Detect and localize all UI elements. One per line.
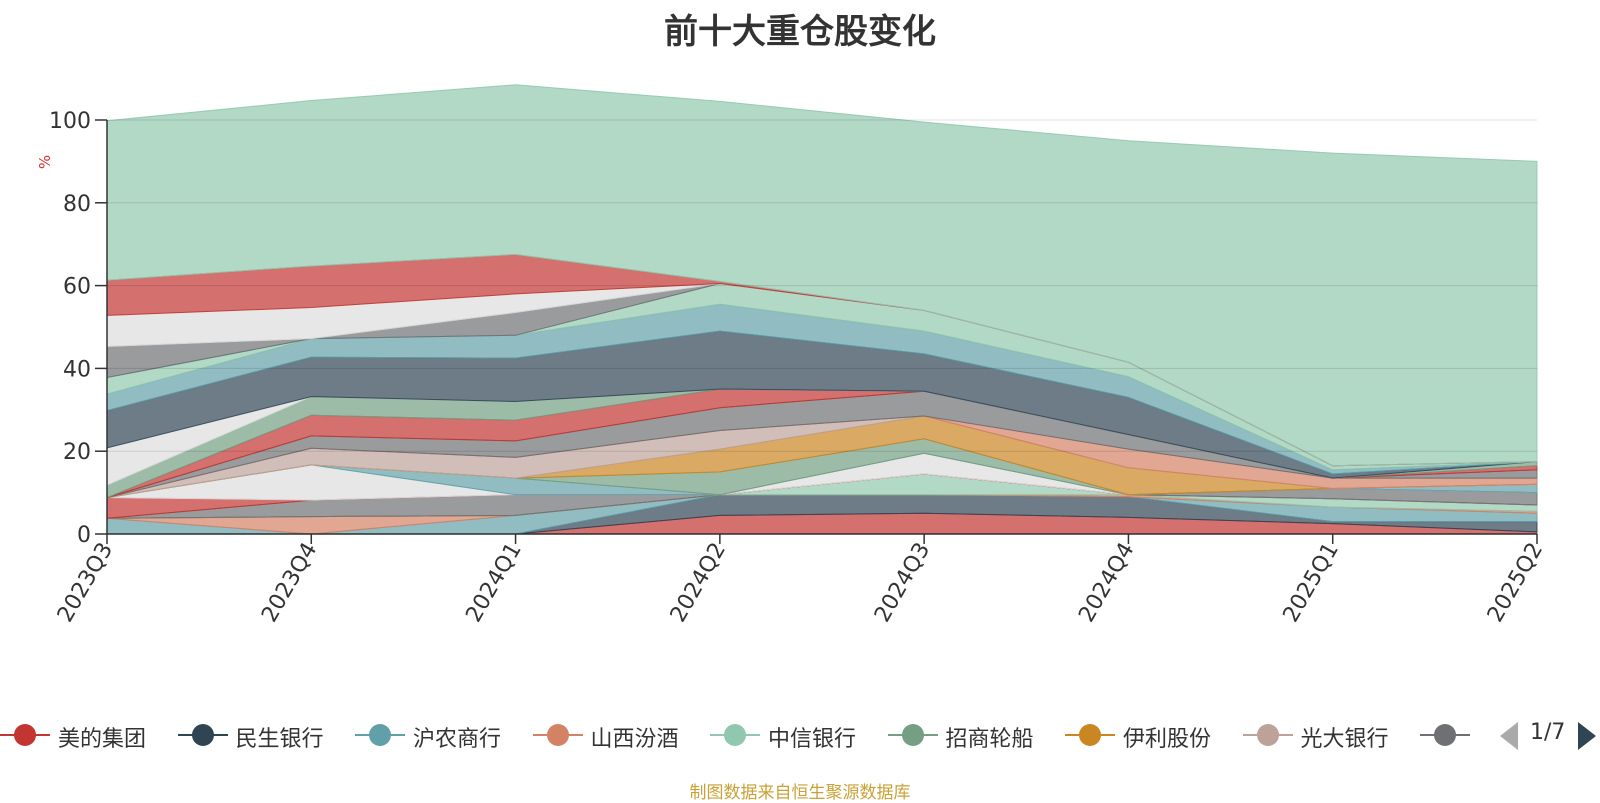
x-tick-label: 2025Q1	[1279, 539, 1344, 627]
y-tick-label: 60	[63, 275, 91, 300]
legend-label: 伊利股份	[1123, 727, 1212, 752]
legend-dot-marker	[14, 724, 36, 746]
x-tick-label: 2024Q2	[666, 539, 731, 627]
area-layer	[106, 84, 1538, 535]
y-tick-label: 40	[63, 357, 91, 382]
legend-dot-marker	[724, 724, 746, 746]
y-tick-label: 0	[77, 523, 91, 548]
x-tick-label: 2024Q4	[1074, 539, 1139, 627]
grid-layer	[107, 119, 1537, 535]
x-tick-label: 2023Q3	[53, 539, 118, 627]
legend-label: 美的集团	[58, 727, 147, 752]
area-series-27	[106, 84, 1538, 467]
legend-label: 民生银行	[235, 727, 324, 752]
x-tick-label: 2025Q2	[1483, 539, 1548, 627]
y-axis-unit-label: %	[36, 155, 54, 169]
legend-label: 中信银行	[768, 727, 857, 752]
legend-label: 山西汾酒	[590, 727, 679, 752]
legend-dot-marker	[191, 724, 214, 746]
chart-title: 前十大重仓股变化	[664, 12, 936, 52]
y-tick-label: 80	[63, 192, 91, 217]
triangle-left-icon[interactable]	[1500, 722, 1518, 750]
legend-dot-marker	[546, 724, 569, 746]
source-note: 制图数据来自恒生聚源数据库	[689, 783, 911, 803]
legend-dot-marker	[1256, 724, 1279, 746]
x-tick-label: 2024Q3	[870, 539, 935, 627]
y-tick-label: 20	[63, 440, 91, 465]
y-tick-label: 100	[49, 109, 91, 134]
x-tick-label: 2024Q1	[461, 539, 526, 627]
legend: 美的集团 民生银行 沪农商行 山西汾酒 中信银行 招商轮船 伊利股份 光大银行	[0, 718, 1490, 752]
legend-label: 招商轮船	[945, 727, 1034, 752]
legend-pager: 1/7	[1496, 718, 1600, 752]
legend-page-indicator: 1/7	[1530, 720, 1566, 745]
legend-dot-marker	[1434, 724, 1456, 746]
x-tick-label: 2023Q4	[257, 539, 322, 627]
legend-label: 沪农商行	[413, 727, 502, 752]
legend-dot-marker	[1079, 724, 1101, 746]
triangle-right-icon[interactable]	[1578, 722, 1596, 750]
legend-label: 光大银行	[1300, 727, 1389, 752]
legend-dot-marker	[901, 724, 924, 746]
legend-dot-marker	[369, 724, 391, 746]
